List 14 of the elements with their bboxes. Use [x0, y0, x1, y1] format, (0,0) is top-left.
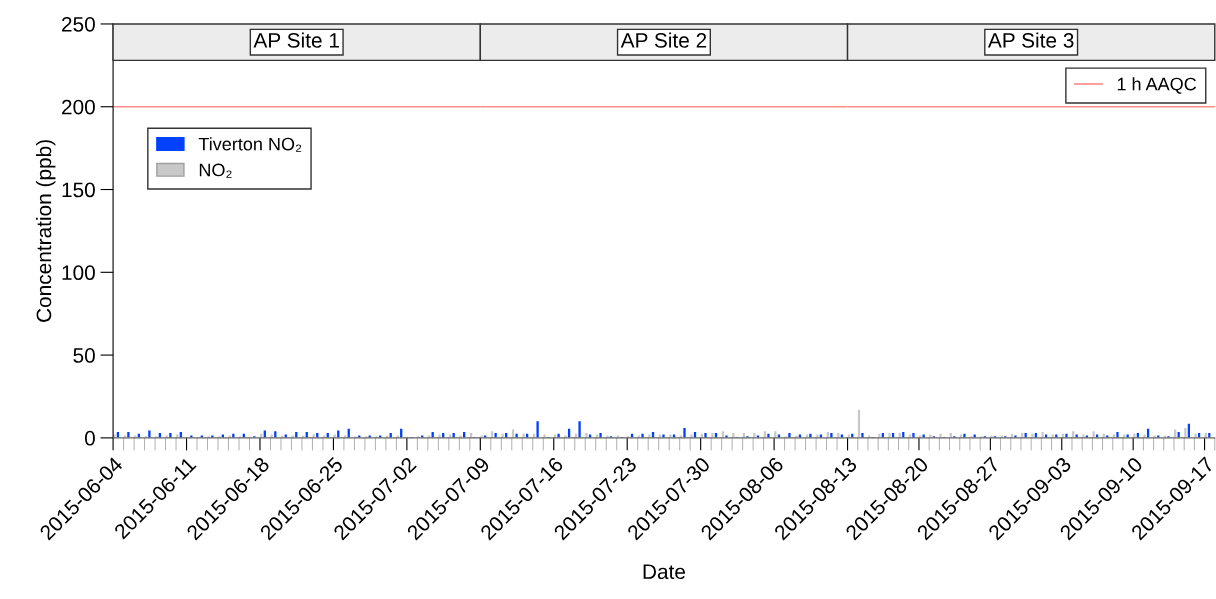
legend-label: NO₂ [199, 163, 232, 178]
chart-title: AP Site 2 [620, 32, 707, 48]
chart-title: AP Site 3 [987, 32, 1074, 48]
y-tick-label: 100 [62, 265, 95, 281]
legend-label: Tiverton NO₂ [198, 137, 302, 152]
y-axis-title: Concentration (ppb) [35, 140, 56, 322]
y-tick-label: 150 [62, 182, 95, 198]
chart-title: AP Site 1 [253, 32, 339, 48]
y-tick-label: 0 [84, 430, 95, 446]
x-axis-title: Date [643, 564, 686, 580]
y-tick-label: 50 [73, 348, 95, 363]
legend-label: 1 h AAQC [1117, 77, 1197, 94]
y-tick-label: 250 [62, 16, 95, 32]
y-tick-label: 200 [62, 99, 95, 115]
